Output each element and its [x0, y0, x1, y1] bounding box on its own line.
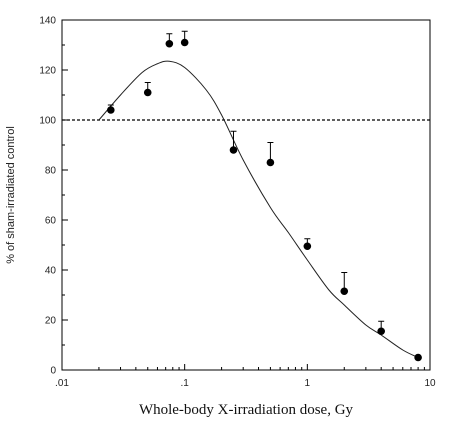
fit-curve-group — [98, 60, 419, 358]
data-point — [340, 287, 349, 296]
data-point — [143, 88, 152, 97]
data-point — [377, 327, 385, 336]
y-tick-label: 0 — [50, 366, 56, 377]
x-axis-ticks: .01 .1 1 10 — [55, 364, 436, 389]
error-bars-group — [107, 30, 385, 332]
y-axis-label: % of sham-irradiated control — [5, 126, 17, 264]
x-axis-label: Whole-body X-irradiation dose, Gy — [139, 402, 354, 418]
y-tick-label: 40 — [45, 266, 57, 277]
x-tick-label: 1 — [305, 378, 311, 389]
data-point — [414, 353, 422, 362]
y-tick-label: 20 — [45, 316, 57, 327]
data-point — [229, 146, 238, 154]
data-point — [266, 158, 275, 167]
x-tick-label: .01 — [55, 378, 69, 389]
y-tick-label: 80 — [45, 166, 57, 177]
y-tick-label: 100 — [39, 116, 56, 127]
data-point — [107, 106, 115, 114]
x-tick-label: .1 — [180, 378, 189, 389]
y-tick-label: 60 — [45, 216, 57, 227]
fit-curve — [98, 60, 419, 358]
data-point — [165, 39, 174, 48]
x-tick-label: 10 — [424, 378, 436, 389]
y-tick-label: 120 — [39, 66, 56, 77]
y-axis-ticks: 0 20 40 60 80 100 120 140 — [39, 16, 68, 377]
plot-border — [61, 19, 431, 371]
data-points-group — [107, 38, 422, 362]
y-tick-label: 140 — [39, 16, 56, 27]
data-point — [180, 38, 189, 47]
plot-area — [61, 19, 431, 371]
data-point — [303, 242, 312, 251]
